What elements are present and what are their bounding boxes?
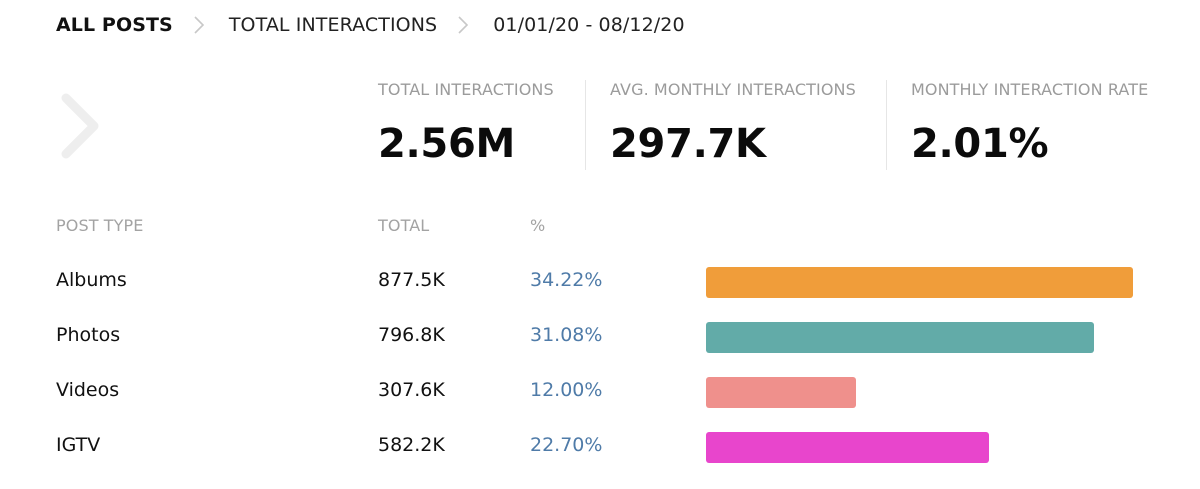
breadcrumb: ALL POSTS TOTAL INTERACTIONS 01/01/20 - … [56, 10, 685, 40]
percent-value: 12.00% [530, 379, 603, 401]
column-header-percent: % [530, 216, 546, 235]
percent-value: 22.70% [530, 434, 603, 456]
table-row: Videos 307.6K 12.00% [0, 371, 1200, 411]
total-value: 796.8K [378, 324, 445, 346]
stat-divider [585, 80, 586, 170]
stat-monthly-interaction-rate: MONTHLY INTERACTION RATE 2.01% [911, 80, 1148, 167]
stat-value: 2.56M [378, 121, 515, 167]
percent-value: 31.08% [530, 324, 603, 346]
total-value: 307.6K [378, 379, 445, 401]
table-row: Albums 877.5K 34.22% [0, 261, 1200, 301]
table-row: IGTV 582.2K 22.70% [0, 426, 1200, 466]
stat-avg-monthly-interactions: AVG. MONTHLY INTERACTIONS 297.7K [610, 80, 856, 167]
post-type-label: Photos [56, 324, 121, 346]
table-row: Photos 796.8K 31.08% [0, 316, 1200, 356]
percent-bar [706, 267, 1133, 298]
post-type-label: IGTV [56, 434, 101, 456]
chevron-right-icon[interactable] [58, 92, 102, 160]
post-type-label: Videos [56, 379, 120, 401]
total-value: 582.2K [378, 434, 445, 456]
stat-value: 297.7K [610, 121, 766, 167]
breadcrumb-date-range[interactable]: 01/01/20 - 08/12/20 [493, 14, 685, 36]
column-header-post-type: POST TYPE [56, 216, 144, 235]
percent-bar [706, 322, 1094, 353]
stat-label: AVG. MONTHLY INTERACTIONS [610, 80, 856, 99]
stat-value: 2.01% [911, 121, 1049, 167]
post-type-label: Albums [56, 269, 127, 291]
chevron-right-icon [193, 15, 205, 35]
percent-value: 34.22% [530, 269, 603, 291]
breadcrumb-all-posts[interactable]: ALL POSTS [56, 14, 173, 36]
stat-divider [886, 80, 887, 170]
column-header-total: TOTAL [378, 216, 430, 235]
chevron-right-icon [457, 15, 469, 35]
stat-label: MONTHLY INTERACTION RATE [911, 80, 1149, 99]
total-value: 877.5K [378, 269, 445, 291]
stat-total-interactions: TOTAL INTERACTIONS 2.56M [378, 80, 554, 167]
percent-bar [706, 377, 856, 408]
breadcrumb-total-interactions[interactable]: TOTAL INTERACTIONS [228, 14, 438, 36]
percent-bar [706, 432, 989, 463]
stat-label: TOTAL INTERACTIONS [378, 80, 554, 99]
